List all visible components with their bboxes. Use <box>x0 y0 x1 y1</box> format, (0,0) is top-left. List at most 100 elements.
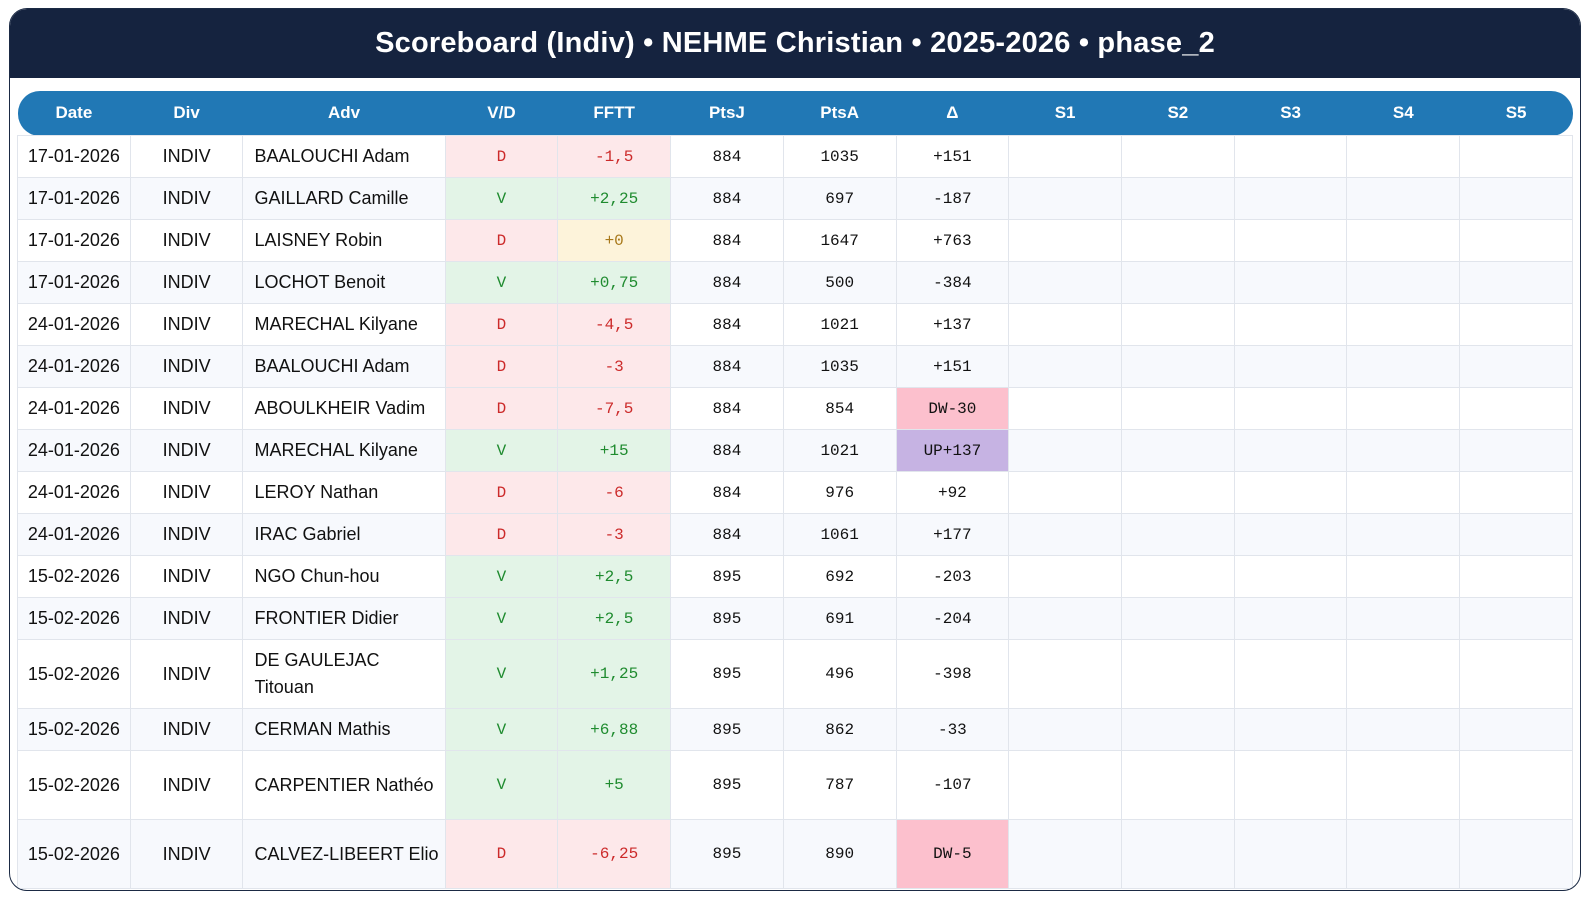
cell-vd: V <box>444 177 559 220</box>
cell-s3 <box>1233 597 1348 640</box>
cell-s5 <box>1459 513 1573 556</box>
cell-s2 <box>1120 135 1235 178</box>
cell-s3 <box>1233 345 1348 388</box>
col-header-adv[interactable]: Adv <box>242 91 446 136</box>
cell-ptsa: 976 <box>782 471 897 514</box>
cell-adv: LAISNEY Robin <box>242 219 446 262</box>
col-header-s5[interactable]: S5 <box>1459 91 1573 136</box>
cell-ptsa: 1035 <box>782 345 897 388</box>
cell-div: INDIV <box>129 708 244 751</box>
col-header-s2[interactable]: S2 <box>1121 91 1235 136</box>
cell-s3 <box>1233 387 1348 430</box>
cell-delta: +92 <box>895 471 1010 514</box>
cell-delta: UP+137 <box>895 429 1010 472</box>
col-header-delta[interactable]: Δ <box>896 91 1009 136</box>
cell-s4 <box>1346 708 1461 751</box>
cell-s2 <box>1120 639 1235 709</box>
cell-fftt: -4,5 <box>557 303 672 346</box>
col-header-date[interactable]: Date <box>17 91 131 136</box>
cell-s1 <box>1008 513 1122 556</box>
cell-s4 <box>1346 639 1461 709</box>
col-header-fftt[interactable]: FFTT <box>557 91 671 136</box>
cell-s3 <box>1233 708 1348 751</box>
cell-s4 <box>1346 597 1461 640</box>
header-row: Date Div Adv V/D FFTT PtsJ PtsA Δ S1 S2 … <box>17 91 1573 136</box>
col-header-s4[interactable]: S4 <box>1346 91 1460 136</box>
cell-s3 <box>1233 513 1348 556</box>
cell-ptsa: 500 <box>782 261 897 304</box>
cell-date: 15-02-2026 <box>17 555 131 598</box>
cell-fftt: +0 <box>557 219 672 262</box>
cell-vd: D <box>444 135 559 178</box>
cell-s3 <box>1233 750 1348 820</box>
cell-s5 <box>1459 345 1573 388</box>
col-header-ptsa[interactable]: PtsA <box>783 91 897 136</box>
cell-adv: CERMAN Mathis <box>242 708 446 751</box>
cell-ptsj: 884 <box>670 303 784 346</box>
cell-s4 <box>1346 750 1461 820</box>
cell-s5 <box>1459 261 1573 304</box>
cell-s1 <box>1008 345 1122 388</box>
cell-s3 <box>1233 555 1348 598</box>
cell-fftt: +2,25 <box>557 177 672 220</box>
cell-fftt: -1,5 <box>557 135 672 178</box>
cell-s1 <box>1008 261 1122 304</box>
cell-s2 <box>1120 387 1235 430</box>
cell-ptsj: 884 <box>670 429 784 472</box>
cell-s3 <box>1233 303 1348 346</box>
cell-s2 <box>1120 219 1235 262</box>
cell-vd: V <box>444 639 559 709</box>
cell-vd: D <box>444 345 559 388</box>
cell-s2 <box>1120 177 1235 220</box>
cell-s5 <box>1459 135 1573 178</box>
cell-vd: V <box>444 597 559 640</box>
cell-adv: LOCHOT Benoit <box>242 261 446 304</box>
cell-vd: D <box>444 513 559 556</box>
col-header-vd[interactable]: V/D <box>445 91 558 136</box>
cell-ptsj: 895 <box>670 708 784 751</box>
cell-s1 <box>1008 597 1122 640</box>
cell-s2 <box>1120 303 1235 346</box>
cell-ptsa: 854 <box>782 387 897 430</box>
cell-delta: +763 <box>895 219 1010 262</box>
cell-ptsj: 884 <box>670 513 784 556</box>
col-header-s1[interactable]: S1 <box>1008 91 1122 136</box>
col-header-s3[interactable]: S3 <box>1234 91 1347 136</box>
cell-vd: V <box>444 429 559 472</box>
cell-fftt: -7,5 <box>557 387 672 430</box>
cell-div: INDIV <box>129 639 244 709</box>
cell-div: INDIV <box>129 261 244 304</box>
cell-s4 <box>1346 471 1461 514</box>
cell-date: 15-02-2026 <box>17 750 131 820</box>
cell-div: INDIV <box>129 555 244 598</box>
cell-ptsj: 884 <box>670 471 784 514</box>
cell-s1 <box>1008 387 1122 430</box>
cell-s3 <box>1233 261 1348 304</box>
cell-ptsj: 895 <box>670 750 784 820</box>
cell-adv: LEROY Nathan <box>242 471 446 514</box>
cell-s3 <box>1233 639 1348 709</box>
cell-div: INDIV <box>129 819 244 889</box>
cell-delta: +151 <box>895 135 1010 178</box>
scoreboard-table-wrap: Date Div Adv V/D FFTT PtsJ PtsA Δ S1 S2 … <box>17 91 1573 889</box>
cell-delta: +151 <box>895 345 1010 388</box>
cell-s3 <box>1233 471 1348 514</box>
cell-s1 <box>1008 303 1122 346</box>
cell-div: INDIV <box>129 429 244 472</box>
table-row: 24-01-2026 INDIV BAALOUCHI Adam D -3 884 1035 +… <box>17 345 1573 388</box>
cell-s1 <box>1008 219 1122 262</box>
cell-delta: DW-30 <box>895 387 1010 430</box>
cell-div: INDIV <box>129 513 244 556</box>
cell-fftt: +2,5 <box>557 597 672 640</box>
col-header-ptsj[interactable]: PtsJ <box>670 91 784 136</box>
cell-date: 24-01-2026 <box>17 345 131 388</box>
cell-delta: +177 <box>895 513 1010 556</box>
cell-s5 <box>1459 219 1573 262</box>
cell-date: 24-01-2026 <box>17 387 131 430</box>
cell-adv: GAILLARD Camille <box>242 177 446 220</box>
col-header-div[interactable]: Div <box>130 91 243 136</box>
cell-fftt: -6 <box>557 471 672 514</box>
cell-delta: -384 <box>895 261 1010 304</box>
cell-s3 <box>1233 177 1348 220</box>
cell-delta: -398 <box>895 639 1010 709</box>
